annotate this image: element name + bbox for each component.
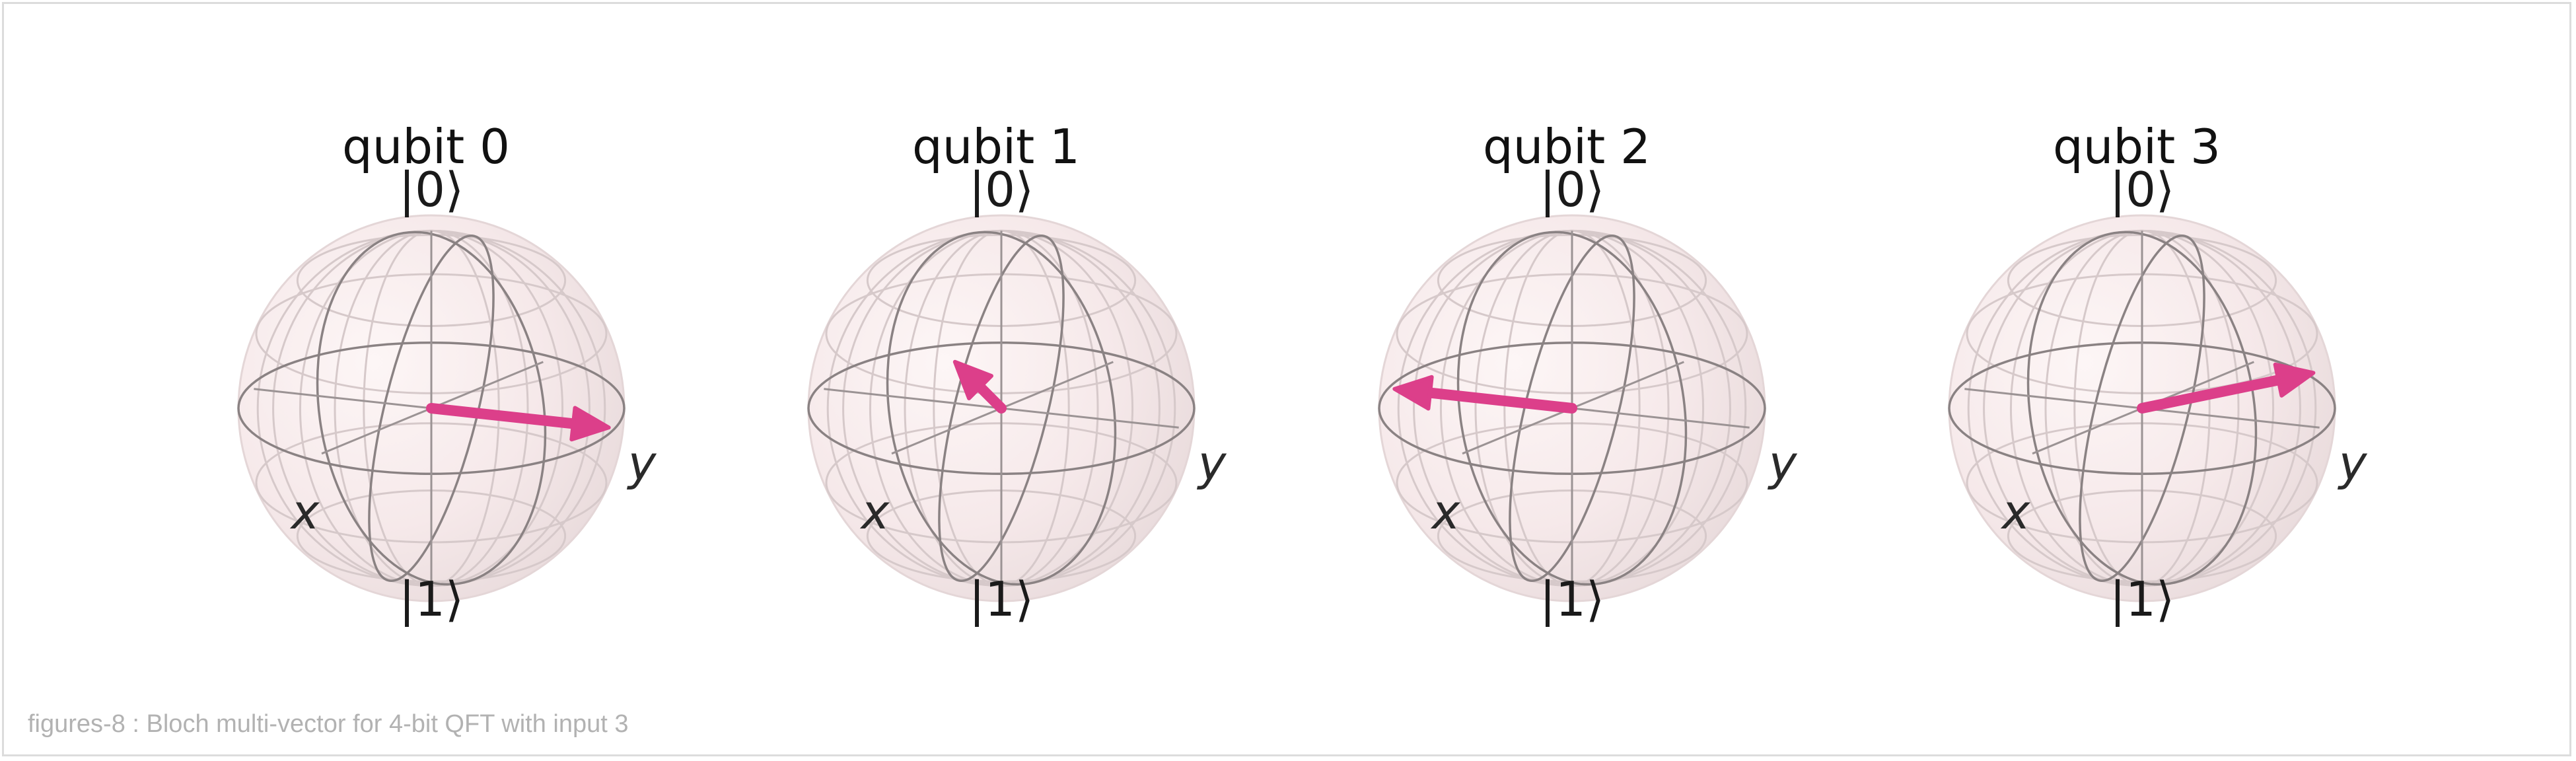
- ket-zero-label: |0⟩: [1540, 162, 1604, 218]
- meridian-xz: [2079, 235, 2205, 582]
- vector-arrowhead: [2273, 362, 2316, 398]
- x-axis-label: x: [2001, 484, 2031, 540]
- qubit-title: qubit 3: [2053, 119, 2221, 174]
- ket-zero-label: |0⟩: [969, 162, 1034, 218]
- bloch-vector: [426, 403, 611, 442]
- x-axis-label: x: [1431, 484, 1461, 540]
- y-axis-label: y: [2338, 435, 2368, 491]
- sphere-wireframe: [807, 229, 1196, 587]
- bloch-sphere-qubit-1: qubit 1 |0⟩ |1⟩ x y: [807, 119, 1227, 628]
- vector-arrowhead: [952, 359, 993, 400]
- x-axis-label: x: [290, 484, 320, 540]
- vector-shaft: [2137, 374, 2288, 414]
- vector-shaft: [1421, 386, 1577, 414]
- vector-shaft: [426, 403, 583, 430]
- ket-zero-label: |0⟩: [399, 162, 464, 218]
- qubit-title: qubit 2: [1483, 119, 1651, 174]
- vector-arrowhead: [1392, 375, 1434, 411]
- y-axis-label: y: [1768, 435, 1798, 491]
- y-axis-label: y: [1197, 435, 1227, 491]
- ket-one-label: |1⟩: [1540, 571, 1604, 628]
- bloch-vector: [1392, 375, 1577, 414]
- meridian-yz: [886, 231, 1117, 586]
- bloch-sphere-qubit-2: qubit 2 |0⟩ |1⟩ x y: [1378, 119, 1798, 628]
- qubit-title: qubit 1: [912, 119, 1080, 174]
- vector-arrowhead: [569, 406, 611, 442]
- meridian-yz: [316, 231, 547, 586]
- bloch-sphere-qubit-3: qubit 3 |0⟩ |1⟩ x y: [1948, 119, 2368, 628]
- meridian-xz: [1509, 235, 1635, 582]
- bloch-vector: [2137, 362, 2316, 414]
- x-axis-label: x: [860, 484, 890, 540]
- ket-one-label: |1⟩: [399, 571, 464, 628]
- figure-caption: figures-8 : Bloch multi-vector for 4-bit…: [28, 710, 629, 738]
- bloch-vector: [952, 359, 1007, 414]
- meridian-xz: [938, 235, 1065, 582]
- meridian-yz: [1456, 231, 1688, 586]
- ket-zero-label: |0⟩: [2110, 162, 2174, 218]
- ket-one-label: |1⟩: [2110, 571, 2174, 628]
- sphere-wireframe: [237, 229, 626, 587]
- y-axis-label: y: [627, 435, 657, 491]
- sphere-wireframe: [1378, 229, 1766, 587]
- bloch-sphere-qubit-0: qubit 0 |0⟩ |1⟩ x y: [237, 119, 657, 628]
- ket-one-label: |1⟩: [969, 571, 1034, 628]
- meridian-xz: [368, 235, 495, 582]
- qubit-title: qubit 0: [342, 119, 510, 174]
